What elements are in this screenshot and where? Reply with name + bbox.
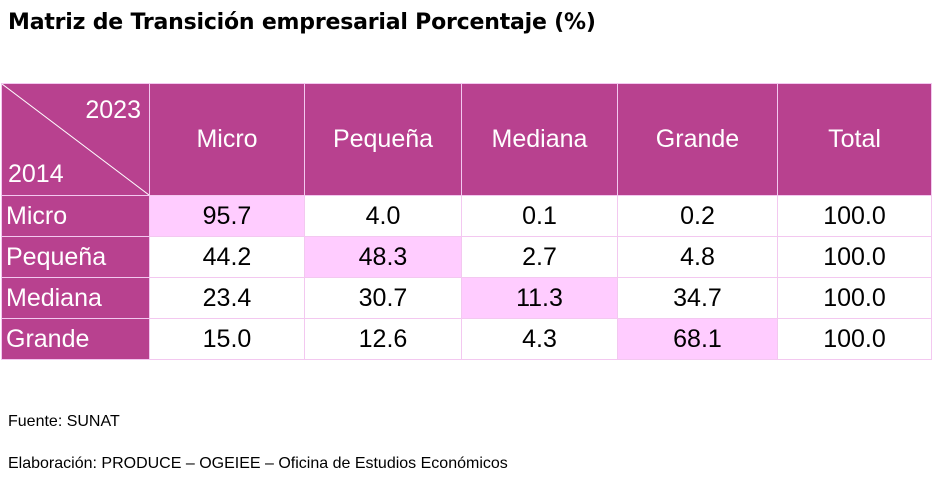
header-row: 2023 2014 Micro Pequeña Mediana Grande T…: [1, 83, 932, 196]
table-cell: 4.8: [617, 236, 778, 278]
table-cell: 34.7: [617, 277, 778, 319]
row-header-mediana: Mediana: [1, 277, 150, 319]
source-note: Fuente: SUNAT: [8, 413, 120, 430]
table-cell: 4.0: [304, 195, 462, 237]
table-row-micro: Micro 95.7 4.0 0.1 0.2 100.0: [1, 195, 932, 237]
table-cell: 4.3: [461, 318, 618, 360]
table-cell: 23.4: [149, 277, 305, 319]
table-cell: 48.3: [304, 236, 462, 278]
corner-diagonal-line: [2, 84, 149, 195]
table-cell-total: 100.0: [777, 195, 932, 237]
corner-header-cell: 2023 2014: [1, 83, 150, 196]
table-cell: 0.1: [461, 195, 618, 237]
row-header-micro: Micro: [1, 195, 150, 237]
table-cell: 44.2: [149, 236, 305, 278]
table-cell: 2.7: [461, 236, 618, 278]
table-cell-total: 100.0: [777, 236, 932, 278]
column-header-mediana: Mediana: [461, 83, 618, 196]
credit-note: Elaboración: PRODUCE – OGEIEE – Oficina …: [8, 455, 508, 472]
row-header-pequena: Pequeña: [1, 236, 150, 278]
table-row-pequena: Pequeña 44.2 48.3 2.7 4.8 100.0: [1, 236, 932, 278]
table-row-grande: Grande 15.0 12.6 4.3 68.1 100.0: [1, 318, 932, 360]
table-cell: 12.6: [304, 318, 462, 360]
chart-title: Matriz de Transición empresarial Porcent…: [8, 10, 596, 35]
table-cell: 95.7: [149, 195, 305, 237]
column-header-grande: Grande: [617, 83, 778, 196]
table-cell-total: 100.0: [777, 318, 932, 360]
table-cell: 15.0: [149, 318, 305, 360]
table-cell: 30.7: [304, 277, 462, 319]
table-row-mediana: Mediana 23.4 30.7 11.3 34.7 100.0: [1, 277, 932, 319]
column-header-micro: Micro: [149, 83, 305, 196]
row-header-grande: Grande: [1, 318, 150, 360]
row-year-label: 2014: [8, 160, 64, 188]
column-header-pequena: Pequeña: [304, 83, 462, 196]
table-cell-total: 100.0: [777, 277, 932, 319]
column-year-label: 2023: [85, 96, 141, 124]
column-header-total: Total: [777, 83, 932, 196]
table-cell: 11.3: [461, 277, 618, 319]
table-cell: 68.1: [617, 318, 778, 360]
transition-matrix-table: 2023 2014 Micro Pequeña Mediana Grande T…: [1, 83, 932, 360]
table-cell: 0.2: [617, 195, 778, 237]
